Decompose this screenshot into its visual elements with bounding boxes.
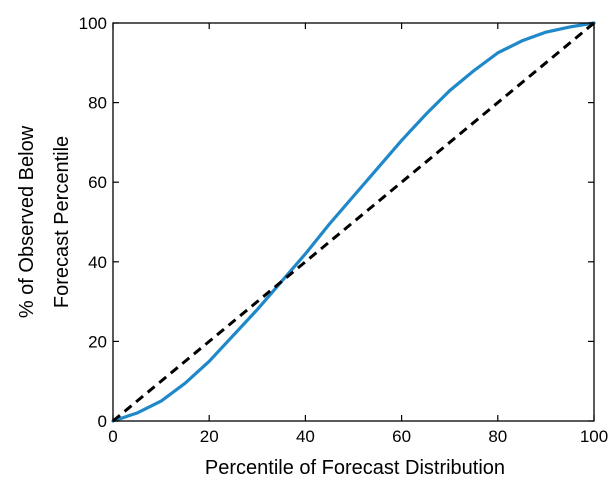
y-tick-label-80: 80 — [88, 94, 107, 113]
y-tick-label-20: 20 — [88, 332, 107, 351]
x-tick-label-20: 20 — [200, 427, 219, 446]
y-axis-title-line-2: Forecast Percentile — [51, 136, 73, 308]
series-line-0 — [111, 21, 596, 423]
x-axis-title: Percentile of Forecast Distribution — [205, 457, 505, 479]
y-axis-title: % of Observed Below Forecast Percentile — [16, 125, 73, 318]
y-tick-label-0: 0 — [98, 412, 107, 431]
reference-diagonal-line — [112, 21, 595, 423]
x-tick-label-100: 100 — [580, 427, 608, 446]
y-tick-label-40: 40 — [88, 253, 107, 272]
plot-area: 0 20 40 60 80 100 0 20 40 60 80 100 — [79, 14, 609, 446]
y-axis-title-line-1: % of Observed Below — [16, 125, 38, 318]
x-tick-label-60: 60 — [392, 427, 411, 446]
x-tick-label-80: 80 — [488, 427, 507, 446]
y-tick-label-60: 60 — [88, 173, 107, 192]
x-tick-label-40: 40 — [296, 427, 315, 446]
x-tick-label-0: 0 — [108, 427, 117, 446]
plot-frame — [112, 22, 595, 422]
y-tick-label-100: 100 — [79, 14, 107, 33]
